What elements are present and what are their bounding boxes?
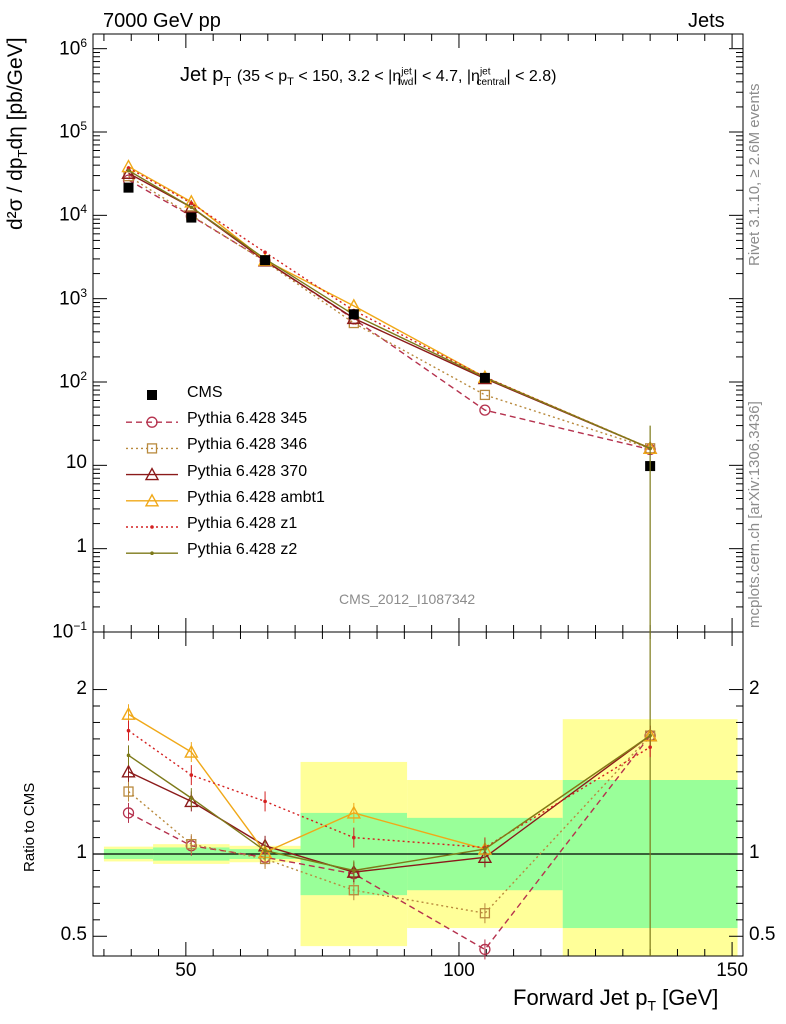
axis-ticks — [93, 34, 743, 956]
ratio-ylabel: Ratio to CMS — [21, 782, 38, 872]
ratio-point-5-4 — [483, 847, 487, 851]
main-tick-label: 10 — [65, 452, 87, 474]
process-label: Jets — [688, 10, 725, 32]
legend-marker-4 — [150, 525, 154, 529]
legend-label-2: Pythia 6.428 370 — [187, 462, 308, 480]
main-line-1 — [128, 175, 651, 449]
main-line-0 — [128, 179, 651, 451]
ratio-point-4-5 — [648, 745, 652, 749]
legend — [126, 390, 178, 555]
ratio-tick-label-right: 0.5 — [749, 924, 776, 946]
legend-label-1: Pythia 6.428 346 — [187, 436, 308, 454]
analysis-label: CMS_2012_I1087342 — [339, 591, 476, 607]
main-tick-label: 103 — [59, 285, 87, 309]
ratio-point-4-2 — [263, 799, 267, 804]
source-label: mcplots.cern.ch [arXiv:1306.3436] — [746, 401, 763, 628]
ratio-tick-label-right: 1 — [749, 842, 760, 864]
legend-marker-0 — [146, 416, 158, 428]
cms-point — [123, 182, 134, 193]
ratio-line-5 — [128, 735, 651, 872]
rivet-label: Rivet 3.1.10, ≥ 2.6M events — [746, 83, 763, 267]
x-tick-label: 100 — [443, 960, 475, 981]
ratio-point-2-0 — [121, 764, 136, 778]
x-tick-label: 150 — [716, 960, 748, 981]
ratio-point-1-4 — [479, 908, 491, 919]
ratio-line-0 — [128, 735, 651, 951]
ratio-point-1-0 — [123, 786, 134, 797]
main-point-4-0 — [126, 166, 131, 170]
ratio-point-3-0 — [121, 706, 136, 720]
ratio-point-1-3 — [348, 885, 359, 896]
legend-marker-1 — [146, 443, 158, 454]
beam-label: 7000 GeV pp — [103, 10, 221, 32]
main-point-5-0 — [126, 168, 131, 173]
plot-frames — [92, 33, 744, 957]
legend-marker-3 — [144, 493, 160, 507]
ratio-point-1-1 — [186, 839, 197, 850]
main-tick-label: 106 — [59, 35, 87, 59]
ratio-point-5-5 — [648, 733, 652, 738]
main-point-5-1 — [189, 205, 194, 210]
main-line-5 — [128, 169, 651, 449]
main-tick-label: 1 — [76, 535, 87, 557]
plot-title: Jet pT (35 < pT < 150, 3.2 < |ηjetfwd| <… — [180, 64, 557, 89]
legend-label-3: Pythia 6.428 ambt1 — [187, 488, 325, 506]
cms-point — [479, 372, 490, 383]
ratio-tick-label-right: 2 — [749, 677, 760, 699]
ratio-point-3-1 — [184, 744, 199, 758]
ratio-line-2 — [128, 735, 651, 873]
main-line-3 — [128, 165, 651, 449]
legend-label-4: Pythia 6.428 z1 — [187, 515, 298, 532]
uncertainty-bands — [103, 719, 738, 956]
legend-label-5: Pythia 6.428 z2 — [187, 541, 298, 559]
legend-label-cms: CMS — [187, 384, 223, 401]
ratio-point-5-3 — [352, 868, 356, 873]
legend-marker-5 — [150, 551, 154, 555]
ratio-point-2-4 — [477, 849, 493, 864]
main-point-4-1 — [189, 201, 194, 205]
main-tick-label: 10−1 — [52, 619, 87, 643]
ratio-point-3-3 — [346, 805, 361, 819]
main-point-0-4 — [479, 404, 491, 416]
ratio-point-0-0 — [122, 807, 135, 819]
ratio-point-4-1 — [189, 773, 194, 777]
ratio-point-5-1 — [189, 796, 194, 800]
cms-point — [348, 309, 359, 320]
main-tick-label: 105 — [59, 119, 87, 143]
series-curves — [121, 159, 658, 960]
ratio-point-4-3 — [352, 835, 356, 840]
cms-point — [186, 212, 197, 223]
main-point-1-4 — [479, 389, 491, 401]
ratio-frame — [92, 631, 744, 957]
legend-cms-marker — [147, 390, 157, 400]
ratio-point-5-0 — [126, 753, 131, 758]
ratio-point-4-0 — [126, 728, 131, 733]
cms-point — [260, 255, 271, 266]
legend-label-0: Pythia 6.428 345 — [187, 410, 308, 428]
ratio-tick-label: 1 — [76, 842, 87, 864]
legend-marker-2 — [144, 467, 160, 481]
x-axis-label: Forward Jet pT [GeV] — [513, 985, 719, 1014]
main-line-4 — [128, 167, 651, 449]
ratio-tick-label: 0.5 — [60, 924, 87, 946]
main-point-4-2 — [263, 250, 267, 255]
ratio-point-5-2 — [263, 848, 267, 853]
main-tick-label: 104 — [59, 202, 87, 226]
x-tick-label: 50 — [175, 960, 197, 981]
main-tick-label: 102 — [59, 369, 87, 393]
ratio-point-0-4 — [479, 943, 491, 956]
main-ylabel: d²σ / dpTdη [pb/GeV] — [4, 37, 31, 230]
ratio-tick-label: 2 — [76, 677, 87, 699]
